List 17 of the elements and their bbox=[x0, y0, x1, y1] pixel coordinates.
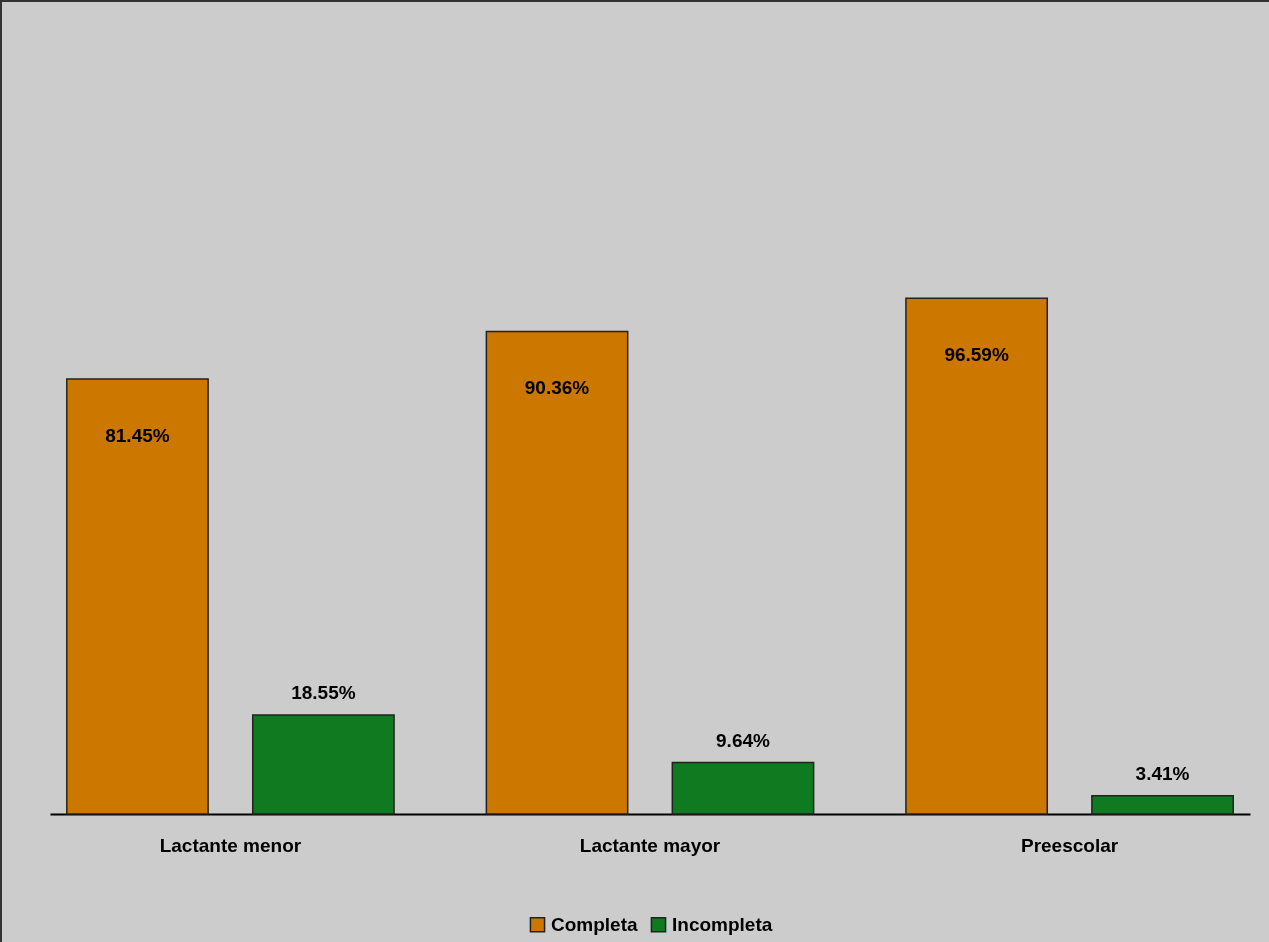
data-label: 90.36% bbox=[524, 377, 590, 399]
data-label: 3.41% bbox=[1135, 762, 1190, 784]
x-tick-label: Lactante mayor bbox=[579, 834, 721, 856]
bar bbox=[905, 297, 1049, 815]
bar bbox=[1091, 795, 1234, 815]
bar bbox=[251, 714, 395, 815]
x-tick-label: Preescolar bbox=[1020, 834, 1119, 856]
data-label: 96.59% bbox=[944, 344, 1009, 366]
bar bbox=[671, 761, 815, 815]
data-label: 18.55% bbox=[291, 681, 356, 703]
bar bbox=[485, 330, 629, 815]
x-tick-label: Lactante menor bbox=[159, 834, 302, 856]
data-label: 9.64% bbox=[716, 729, 771, 751]
data-label: 81.45% bbox=[105, 425, 170, 447]
bar bbox=[66, 378, 209, 815]
legend-label: Completa bbox=[551, 913, 638, 935]
legend-label: Incompleta bbox=[672, 913, 773, 935]
